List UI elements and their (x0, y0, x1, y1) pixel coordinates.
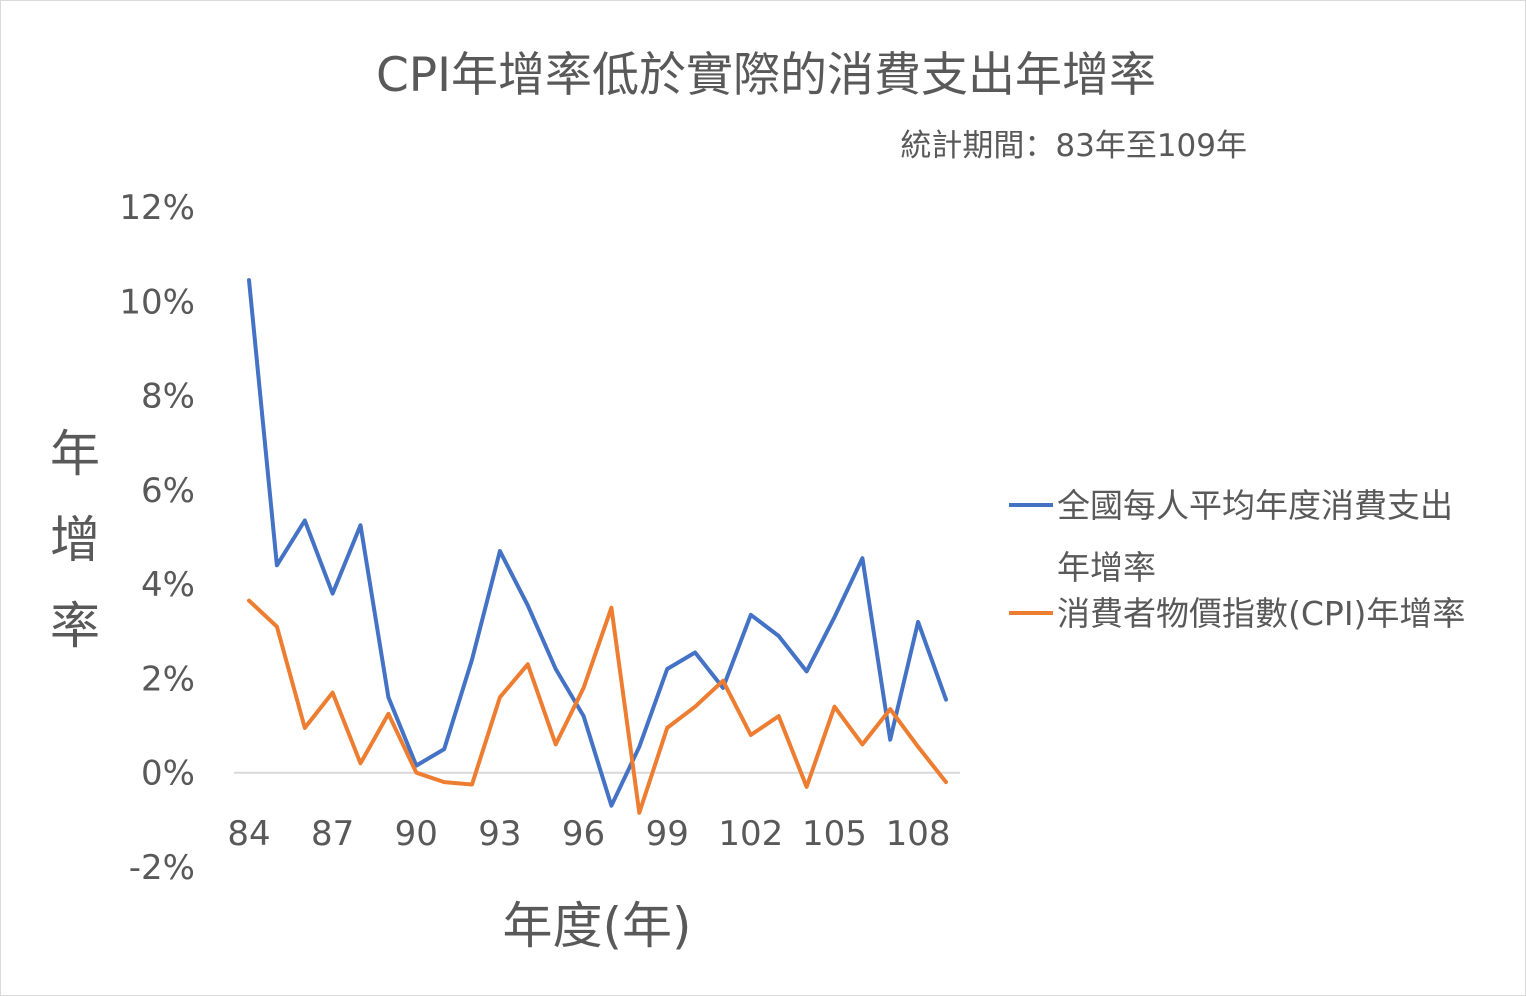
x-tick-label: 102 (718, 814, 783, 854)
x-axis-title: 年度(年) (502, 897, 691, 955)
legend-label-1: 全國每人平均年度消費支出年增率 (1057, 486, 1453, 587)
y-tick-label: 6% (141, 471, 195, 511)
y-tick-label: 2% (141, 659, 195, 699)
x-tick-label: 105 (802, 814, 867, 854)
x-tick-label: 87 (311, 814, 354, 854)
y-tick-label: 12% (119, 188, 195, 228)
x-tick-label: 96 (562, 814, 605, 854)
y-tick-label: 10% (119, 282, 195, 322)
legend-label-2: 消費者物價指數(CPI)年增率 (1057, 594, 1465, 633)
x-tick-label: 93 (478, 814, 521, 854)
y-tick-label: -2% (129, 848, 195, 888)
x-tick-label: 108 (886, 814, 951, 854)
series-layer (247, 278, 948, 815)
x-tick-label: 84 (227, 814, 270, 854)
chart-title: CPI年增率低於實際的消費支出年增率 (376, 48, 1156, 103)
series-line-2 (247, 598, 948, 815)
y-axis-title-char: 年 (50, 425, 100, 483)
y-axis-title-char: 增 (50, 511, 100, 569)
chart-subtitle: 統計期間：83年至109年 (900, 128, 1247, 164)
x-axis-tick-labels: 84 87 90 93 96 99 102 105 108 (227, 814, 950, 854)
y-axis-title: 年增率 (50, 425, 100, 655)
x-tick-label: 90 (395, 814, 438, 854)
y-axis-tick-labels: -2% 0% 2% 4% 6% 8% 10% 12% (119, 188, 195, 888)
y-tick-label: 8% (141, 377, 195, 417)
y-tick-label: 0% (141, 754, 195, 794)
x-tick-label: 99 (646, 814, 689, 854)
y-axis-title-char: 率 (50, 597, 100, 655)
y-tick-label: 4% (141, 565, 195, 605)
series-line-1 (247, 278, 948, 808)
